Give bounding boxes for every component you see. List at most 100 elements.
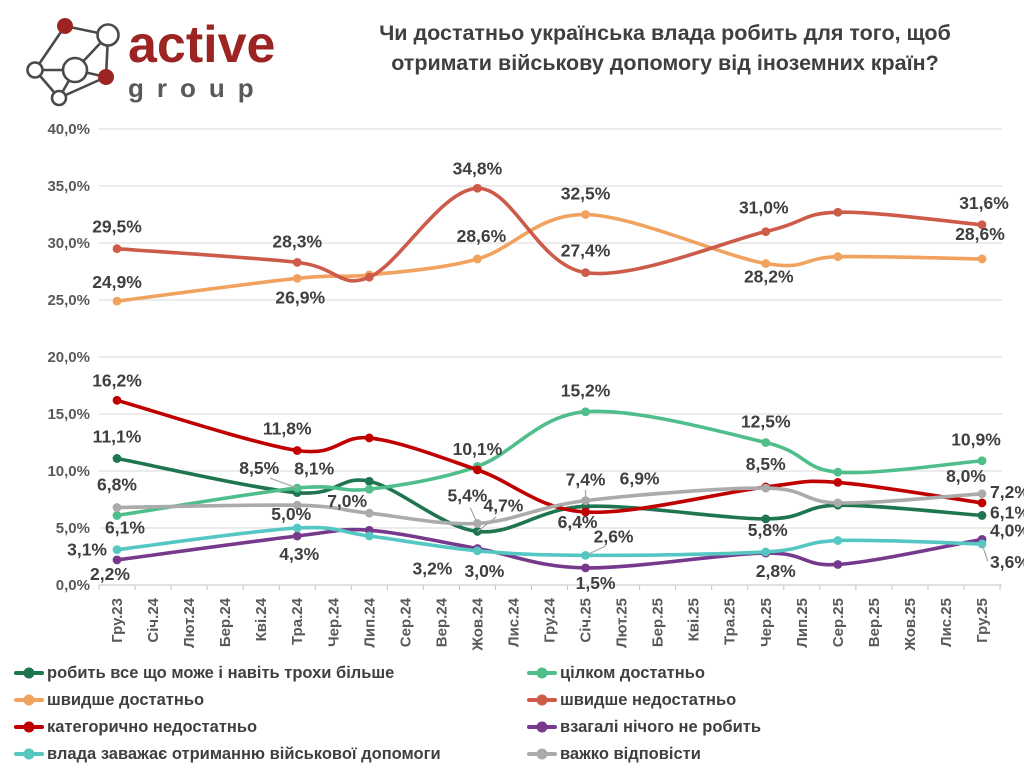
data-point: [473, 546, 482, 556]
data-label: 6,1%: [990, 502, 1024, 522]
data-label: 5,0%: [271, 504, 311, 524]
legend-label: категорично недостатньо: [47, 717, 258, 736]
data-point: [292, 273, 302, 283]
data-label: 31,6%: [959, 193, 1009, 213]
x-tick-label: Кві.24: [253, 597, 270, 641]
data-label: 3,0%: [464, 561, 504, 581]
y-axis-labels: 0,0% 5,0% 10,0% 15,0% 20,0% 25,0% 30,0% 35,0% 40…: [47, 121, 90, 594]
active-group-logo: active group: [22, 10, 322, 110]
x-tick-label: Жов.25: [902, 598, 919, 652]
data-point: [833, 478, 843, 487]
x-tick-label: Лют.24: [181, 597, 198, 647]
logo-brand-text: active: [128, 16, 276, 74]
data-label: 3,1%: [67, 540, 107, 560]
legend-item: взагалі нічого не робить: [527, 716, 761, 738]
y-tick-label: 10,0%: [47, 463, 90, 480]
data-label: 28,3%: [272, 231, 322, 251]
data-label: 31,0%: [739, 198, 789, 218]
x-tick-label: Гру.23: [109, 598, 126, 643]
legend-label: взагалі нічого не робить: [560, 717, 761, 736]
data-point: [292, 257, 302, 267]
legend-swatch: [14, 721, 44, 733]
x-tick-label: Лип.24: [361, 597, 378, 647]
data-label: 11,1%: [93, 426, 142, 446]
x-tick-label: Тра.24: [289, 597, 306, 645]
x-tick-label: Гру.24: [542, 597, 559, 642]
chart-title-line2: отримати військову допомогу від іноземни…: [391, 51, 939, 75]
x-tick-label: Бер.24: [217, 597, 234, 647]
legend-item: швидше достатньо: [14, 689, 204, 711]
data-label: 27,4%: [561, 241, 611, 261]
data-label: 28,6%: [457, 226, 507, 246]
x-tick-label: Лис.24: [505, 597, 522, 647]
data-label: 3,2%: [412, 559, 452, 579]
data-point: [364, 272, 374, 282]
x-tick-label: Тра.25: [722, 598, 739, 645]
leader-line: [269, 477, 298, 489]
leader-line: [469, 507, 478, 524]
data-label: 16,2%: [92, 370, 142, 390]
data-point: [977, 220, 987, 230]
data-label: 11,8%: [263, 418, 312, 438]
data-point: [761, 483, 771, 493]
series-line: [115, 527, 984, 570]
data-point: [292, 446, 302, 455]
data-label: 6,9%: [620, 468, 660, 488]
x-tick-label: Вер.25: [866, 598, 883, 647]
x-tick-label: Чер.25: [758, 598, 775, 647]
data-label: 8,5%: [746, 454, 786, 474]
data-label: 5,4%: [447, 485, 487, 505]
legend-swatch: [14, 748, 44, 760]
data-point: [112, 395, 122, 405]
data-label: 7,4%: [566, 470, 606, 490]
data-point: [977, 456, 987, 466]
data-point: [473, 254, 482, 264]
x-tick-label: Січ.24: [145, 597, 162, 642]
legend-item: цілком достатньо: [527, 662, 705, 684]
data-point: [112, 296, 122, 306]
x-tick-label: Лют.25: [614, 598, 631, 648]
y-tick-label: 20,0%: [47, 349, 90, 366]
data-label: 8,5%: [239, 458, 279, 478]
logo-sub-text: group: [128, 73, 267, 103]
data-label: 5,8%: [748, 520, 788, 540]
data-point: [761, 227, 771, 237]
data-point: [112, 244, 122, 254]
data-label: 2,8%: [756, 561, 796, 581]
legend-item: робить все що може і навіть трохи більше: [14, 662, 394, 684]
legend-swatch-dot: [23, 694, 35, 706]
x-tick-label: Вер.24: [433, 597, 450, 647]
data-point: [977, 498, 987, 508]
leader-line: [585, 545, 606, 556]
data-point: [833, 498, 843, 508]
legend-swatch-dot: [536, 667, 548, 679]
data-label: 4,0%: [990, 520, 1024, 540]
data-point: [833, 467, 843, 477]
data-point: [581, 210, 590, 219]
legend-label: швидше недостатньо: [560, 690, 737, 709]
leader-line: [297, 504, 319, 508]
data-point: [364, 433, 374, 443]
data-label: 15,2%: [561, 381, 611, 401]
y-tick-label: 30,0%: [47, 235, 90, 252]
data-point: [112, 545, 122, 555]
data-label: 7,2%: [990, 482, 1024, 502]
legend-label: робить все що може і навіть трохи більше: [47, 663, 395, 682]
x-tick-label: Кві.25: [686, 598, 703, 641]
legend-swatch: [527, 748, 557, 760]
data-label: 10,1%: [453, 439, 503, 459]
legend-item: швидше недостатньо: [527, 689, 736, 711]
data-label: 6,4%: [558, 512, 598, 532]
data-point: [833, 207, 843, 217]
x-axis-ticks: [98, 585, 1001, 590]
data-point: [112, 454, 122, 463]
series-line: [115, 186, 984, 283]
y-tick-label: 40,0%: [47, 121, 90, 138]
x-tick-label: Бер.25: [650, 598, 667, 647]
data-label: 28,6%: [955, 224, 1005, 244]
data-point: [473, 465, 482, 475]
legend-swatch-dot: [23, 748, 35, 760]
data-point: [581, 563, 590, 573]
x-tick-label: Сер.25: [830, 598, 847, 647]
data-label: 2,6%: [594, 526, 634, 546]
